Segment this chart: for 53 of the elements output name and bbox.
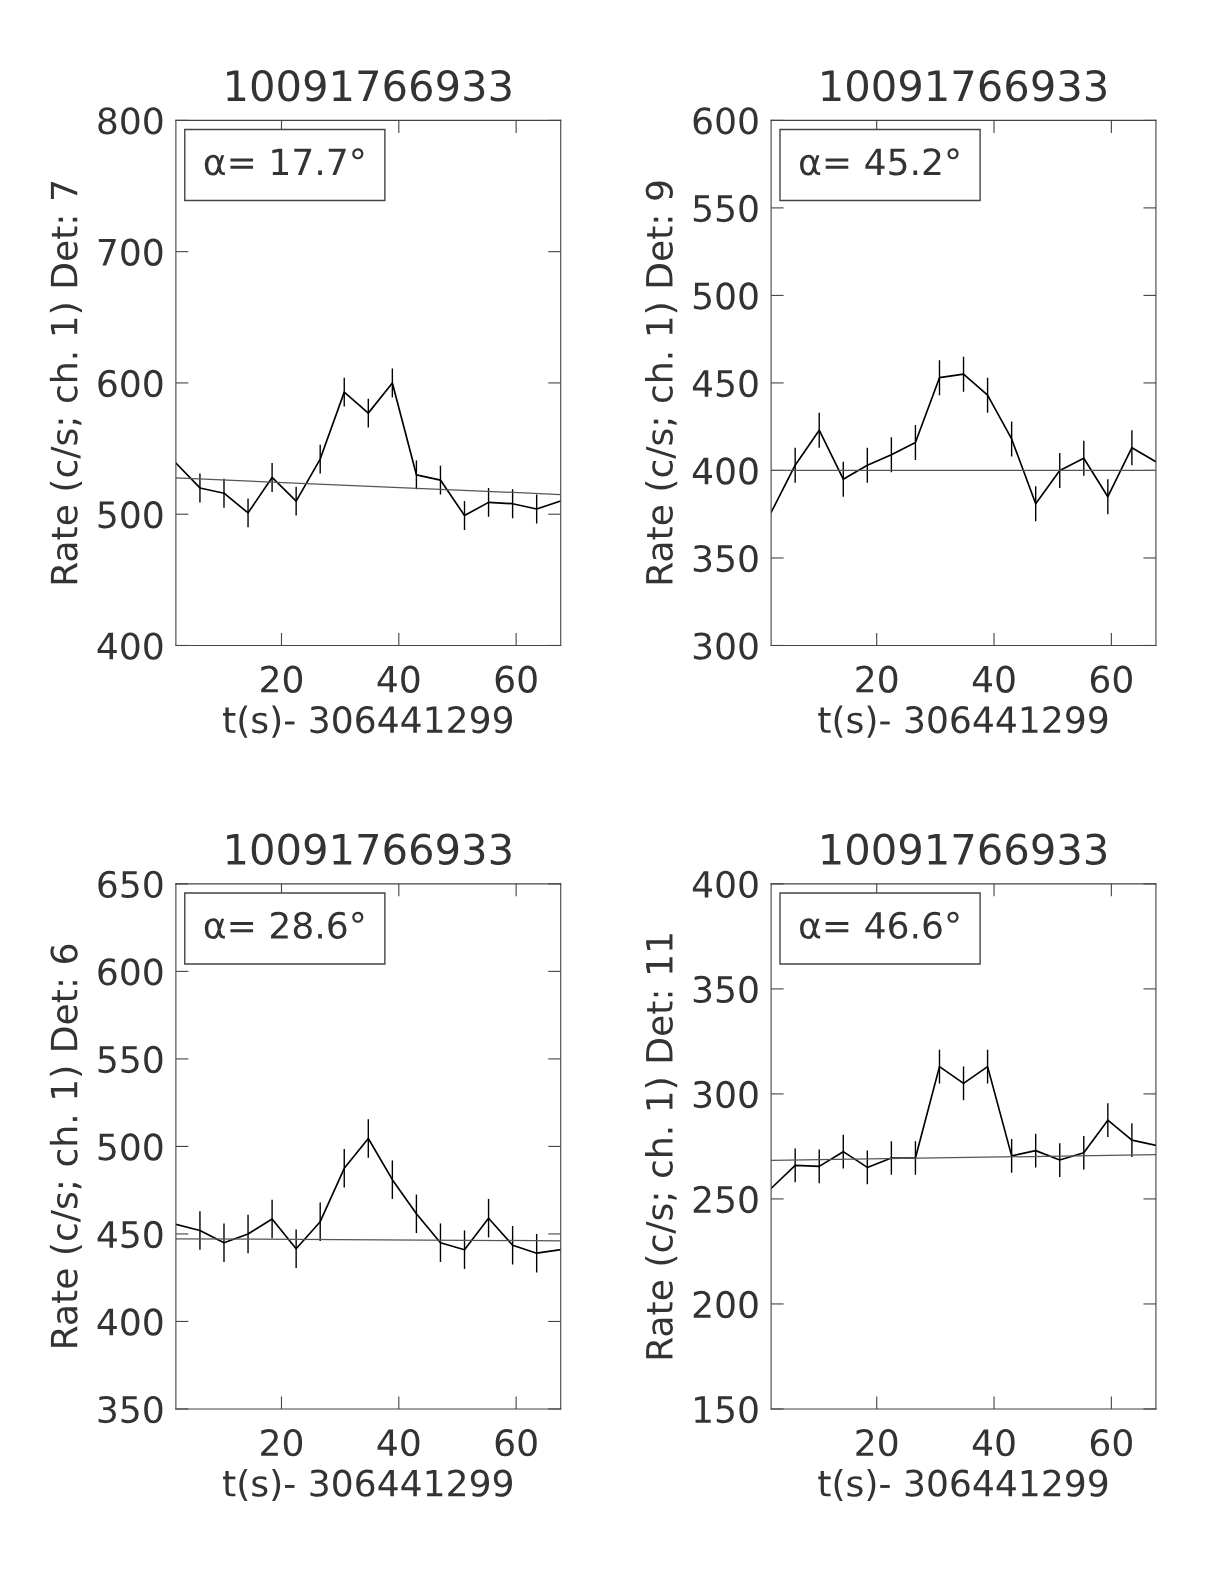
y-tick-label: 500	[98, 1133, 163, 1161]
x-tick-label: 40	[972, 665, 1015, 693]
annotation: α= 17.7°	[204, 148, 364, 176]
x-tick-label: 60	[1090, 665, 1132, 693]
y-tick-label: 350	[693, 975, 758, 1004]
y-tick-label: 150	[695, 1395, 758, 1424]
chart-title: 10091766933	[227, 70, 511, 102]
x-axis-title: t(s)- 306441299	[223, 1468, 512, 1502]
chart-title: 10091766933	[822, 833, 1106, 866]
y-tick-label: 550	[98, 1045, 163, 1074]
y-tick-label: 700	[98, 238, 163, 266]
y-tick-label: 250	[693, 1185, 758, 1214]
y-axis-title: Rate (c/s; ch. 1) Det: 7	[49, 182, 82, 584]
x-tick-label: 40	[972, 1429, 1015, 1457]
chart-title: 10091766933	[227, 833, 511, 866]
y-tick-label: 600	[693, 107, 758, 135]
y-tick-label: 400	[97, 632, 163, 660]
x-tick-label: 20	[856, 1429, 898, 1457]
y-tick-label: 550	[693, 194, 758, 223]
x-tick-label: 20	[856, 665, 898, 693]
annotation: α= 28.6°	[204, 911, 364, 939]
y-tick-label: 350	[98, 1395, 163, 1424]
y-tick-label: 500	[98, 501, 163, 529]
y-tick-label: 800	[98, 107, 163, 135]
x-tick-label: 20	[261, 665, 303, 693]
x-tick-label: 60	[1090, 1429, 1132, 1457]
x-axis-title: t(s)- 306441299	[818, 1468, 1108, 1502]
x-tick-label: 20	[261, 1429, 303, 1457]
chart-title: 10091766933	[822, 70, 1106, 102]
annotation: α= 46.6°	[800, 911, 959, 939]
y-tick-label: 450	[692, 369, 758, 398]
x-tick-label: 60	[495, 665, 537, 693]
x-tick-label: 40	[377, 665, 420, 693]
y-tick-label: 400	[692, 870, 758, 899]
y-tick-label: 350	[693, 544, 758, 573]
x-tick-label: 60	[495, 1429, 537, 1457]
y-tick-label: 200	[693, 1290, 758, 1319]
y-tick-label: 600	[98, 369, 163, 398]
y-tick-label: 400	[692, 457, 758, 485]
y-tick-label: 450	[97, 1220, 163, 1249]
x-axis-title: t(s)- 306441299	[818, 705, 1108, 738]
x-axis-title: t(s)- 306441299	[223, 705, 512, 738]
y-axis-title: Rate (c/s; ch. 1) Det: 9	[645, 181, 678, 584]
y-tick-label: 300	[693, 632, 758, 660]
y-tick-label: 600	[98, 958, 163, 986]
y-tick-label: 400	[97, 1308, 163, 1336]
y-tick-label: 300	[693, 1080, 758, 1109]
y-tick-label: 650	[98, 870, 163, 899]
y-tick-label: 500	[693, 282, 758, 310]
annotation: α= 45.2°	[800, 148, 959, 176]
x-tick-label: 40	[377, 1429, 420, 1457]
y-axis-title: Rate (c/s; ch. 1) Det: 6	[49, 944, 82, 1347]
y-axis-title: Rate (c/s; ch. 1) Det: 11	[645, 934, 678, 1359]
